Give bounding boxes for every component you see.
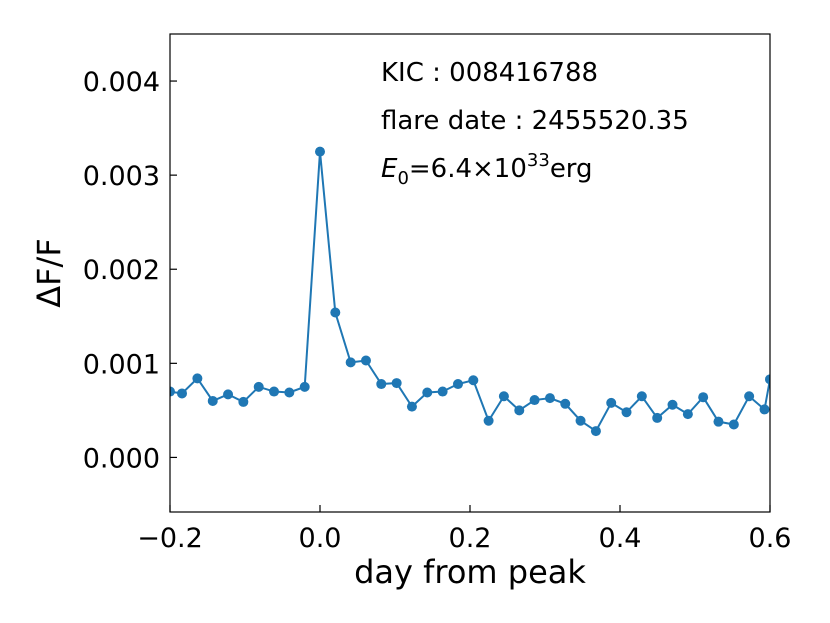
- data-point: [698, 392, 709, 403]
- series-layer: [170, 146, 770, 437]
- energy-subscript: 0: [397, 168, 408, 189]
- data-point: [590, 426, 601, 437]
- data-point: [238, 396, 249, 407]
- y-axis-label: ΔF/F: [30, 238, 68, 307]
- data-point: [529, 395, 540, 406]
- x-tick-label: 0.0: [299, 523, 342, 554]
- data-point: [269, 386, 280, 397]
- plot-area-background: [170, 34, 770, 512]
- data-point: [360, 355, 371, 366]
- y-axis-ticks: 0.000 0.001 0.002 0.003 0.004: [83, 67, 177, 474]
- data-point: [376, 379, 387, 390]
- x-tick-label: −0.2: [137, 523, 203, 554]
- data-point: [468, 375, 479, 386]
- kic-annotation: KIC : 008416788: [381, 58, 598, 88]
- data-point: [765, 374, 770, 385]
- x-tick-label: 0.6: [749, 523, 792, 554]
- data-point: [514, 405, 525, 416]
- data-point: [498, 391, 509, 402]
- data-point: [483, 415, 494, 426]
- data-point: [544, 393, 555, 404]
- energy-annotation: E0=6.4×1033erg: [381, 150, 593, 189]
- data-point: [636, 391, 647, 402]
- data-point: [253, 381, 264, 392]
- x-axis-ticks: −0.2 0.0 0.2 0.4 0.6: [137, 505, 791, 554]
- data-point: [207, 395, 218, 406]
- data-point: [621, 407, 632, 418]
- data-point: [713, 416, 724, 427]
- data-point: [422, 387, 433, 398]
- energy-unit: erg: [550, 154, 593, 184]
- data-point: [406, 401, 417, 412]
- x-tick-label: 0.2: [449, 523, 492, 554]
- data-point: [177, 388, 187, 399]
- data-point: [437, 386, 448, 397]
- y-tick-label: 0.000: [83, 443, 160, 474]
- data-point: [759, 404, 770, 415]
- data-point: [170, 386, 175, 397]
- flare-date-annotation: flare date : 2455520.35: [381, 106, 689, 136]
- x-axis-label: day from peak: [354, 553, 586, 591]
- data-point: [652, 412, 663, 423]
- data-point: [330, 307, 341, 318]
- energy-value: =6.4×10: [409, 154, 527, 184]
- data-point: [560, 398, 571, 409]
- data-point: [682, 409, 693, 420]
- data-point: [223, 389, 234, 400]
- data-point: [284, 387, 295, 398]
- data-point: [728, 419, 739, 430]
- data-point: [345, 357, 356, 368]
- y-tick-label: 0.001: [83, 349, 160, 380]
- y-tick-label: 0.003: [83, 161, 160, 192]
- data-point: [575, 415, 586, 426]
- data-point: [744, 391, 755, 402]
- y-tick-label: 0.002: [83, 255, 160, 286]
- data-point: [606, 397, 617, 408]
- x-tick-label: 0.4: [599, 523, 642, 554]
- data-point: [453, 379, 463, 390]
- data-point: [667, 399, 678, 410]
- y-tick-label: 0.004: [83, 67, 160, 98]
- energy-symbol: E: [381, 154, 398, 184]
- energy-exponent: 33: [527, 150, 550, 171]
- data-point: [192, 373, 203, 384]
- data-point: [315, 146, 325, 157]
- data-point: [391, 378, 402, 389]
- data-point: [299, 381, 310, 392]
